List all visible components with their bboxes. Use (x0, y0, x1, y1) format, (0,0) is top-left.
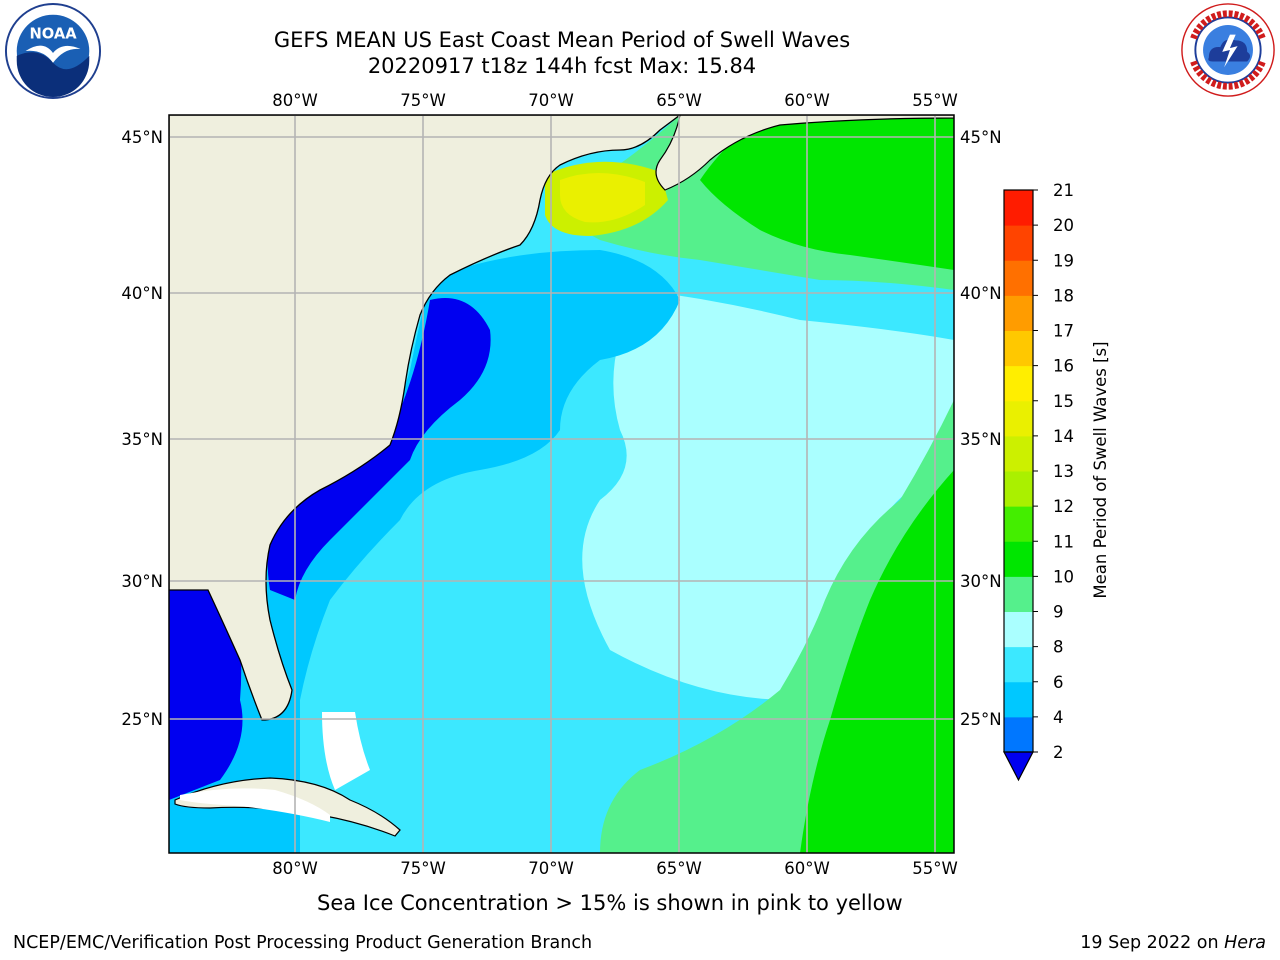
colorbar-swatch (1004, 646, 1033, 683)
footer-credit: NCEP/EMC/Verification Post Processing Pr… (13, 933, 593, 953)
colorbar-tick-label: 15 (1053, 392, 1074, 411)
colorbar-swatch (1004, 400, 1033, 437)
lon-label: 70°W (528, 91, 574, 110)
colorbar-swatch (1004, 541, 1033, 577)
colorbar-tick-label: 13 (1053, 462, 1074, 481)
colorbar-swatch (1004, 225, 1033, 261)
lon-label: 70°W (528, 859, 574, 878)
field-10-11-south (800, 470, 954, 853)
field-4-6 (169, 250, 680, 853)
land-maritimes (655, 115, 954, 191)
colorbar-swatch (1004, 611, 1033, 648)
lat-label: 40°N (960, 284, 1002, 303)
land-keys (180, 788, 330, 822)
noaa-logo: NOAA (4, 2, 102, 100)
lon-label: 55°W (912, 859, 958, 878)
lat-label: 35°N (960, 430, 1002, 449)
lat-label: 30°N (121, 572, 163, 591)
field-10-11-north (700, 115, 954, 270)
field-14-15 (560, 172, 645, 223)
lat-label: 25°N (121, 710, 163, 729)
colorbar: 2 4 6 8 9 10 11 12 13 14 15 16 17 18 19 20 21 (1003, 181, 1074, 782)
lon-label: 75°W (400, 859, 446, 878)
footer-date: 19 Sep 2022 on Hera (1080, 933, 1266, 953)
colorbar-tick-label: 10 (1053, 567, 1074, 586)
lon-label: 75°W (400, 91, 446, 110)
footer-machine: Hera (1224, 933, 1266, 953)
colorbar-tick-label: 18 (1053, 286, 1074, 305)
colorbar-swatch (1004, 576, 1033, 612)
noaa-logo-text: NOAA (29, 25, 77, 42)
field-8-9 (582, 290, 954, 700)
colorbar-tick-label: 2 (1053, 743, 1064, 762)
lon-label: 80°W (272, 859, 318, 878)
land-bahamas-bank (322, 712, 370, 790)
map-title: GEFS MEAN US East Coast Mean Period of S… (273, 28, 851, 52)
lat-label: 40°N (121, 284, 163, 303)
sea-ice-caption: Sea Ice Concentration > 15% is shown in … (317, 891, 903, 915)
lat-label: 45°N (960, 128, 1002, 147)
field-2-4-gulf (169, 580, 243, 800)
lon-label: 60°W (784, 91, 830, 110)
colorbar-tick-label: 12 (1053, 497, 1074, 516)
colorbar-tick-label: 16 (1053, 357, 1074, 376)
colorbar-tick-label: 19 (1053, 251, 1074, 270)
colorbar-tick-label: 11 (1053, 532, 1074, 551)
colorbar-tick-label: 9 (1053, 603, 1064, 622)
colorbar-swatch (1004, 190, 1033, 226)
colorbar-swatch (1004, 365, 1033, 402)
lon-label: 60°W (784, 859, 830, 878)
lat-label: 25°N (960, 710, 1002, 729)
colorbar-tick-label: 20 (1053, 216, 1074, 235)
colorbar-tick-label: 14 (1053, 427, 1074, 446)
colorbar-swatch (1004, 330, 1033, 367)
lon-label: 65°W (656, 91, 702, 110)
colorbar-tick-label: 21 (1053, 181, 1074, 200)
colorbar-tick-label: 8 (1053, 638, 1064, 657)
lat-label: 30°N (960, 572, 1002, 591)
lat-labels-left: 45°N 40°N 35°N 30°N 25°N (121, 128, 163, 729)
colorbar-swatch (1004, 506, 1033, 542)
lat-labels-right: 45°N 40°N 35°N 30°N 25°N (960, 128, 1002, 729)
map-frame (168, 114, 955, 854)
lon-label: 65°W (656, 859, 702, 878)
footer-date-text: 19 Sep 2022 on (1080, 933, 1225, 953)
gridlines (169, 115, 954, 853)
colorbar-swatch (1004, 295, 1033, 331)
colorbar-under-triangle (1003, 751, 1034, 782)
colorbar-swatch (1004, 716, 1033, 753)
lat-label: 45°N (121, 128, 163, 147)
colorbar-label: Mean Period of Swell Waves [s] (1091, 341, 1110, 598)
colorbar-swatch (1004, 681, 1033, 718)
colorbar-tick-label: 6 (1053, 673, 1064, 692)
map-area (169, 115, 954, 853)
lon-labels-bottom: 80°W 75°W 70°W 65°W 60°W 55°W (272, 859, 958, 878)
lon-label: 80°W (272, 91, 318, 110)
map-subtitle: 20220917 t18z 144h fcst Max: 15.84 (367, 54, 757, 78)
lon-labels-top: 80°W 75°W 70°W 65°W 60°W 55°W (272, 91, 958, 110)
nws-logo (1181, 3, 1275, 97)
colorbar-swatch (1004, 260, 1033, 296)
land-north-america (169, 115, 682, 721)
colorbar-tick-label: 17 (1053, 322, 1074, 341)
lat-label: 35°N (121, 430, 163, 449)
lon-label: 55°W (912, 91, 958, 110)
colorbar-swatch (1004, 471, 1033, 507)
colorbar-tick-label: 4 (1053, 708, 1064, 727)
colorbar-swatch (1004, 435, 1033, 472)
